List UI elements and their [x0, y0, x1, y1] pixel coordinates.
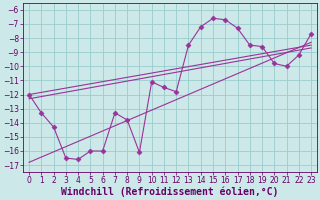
X-axis label: Windchill (Refroidissement éolien,°C): Windchill (Refroidissement éolien,°C) — [61, 187, 279, 197]
